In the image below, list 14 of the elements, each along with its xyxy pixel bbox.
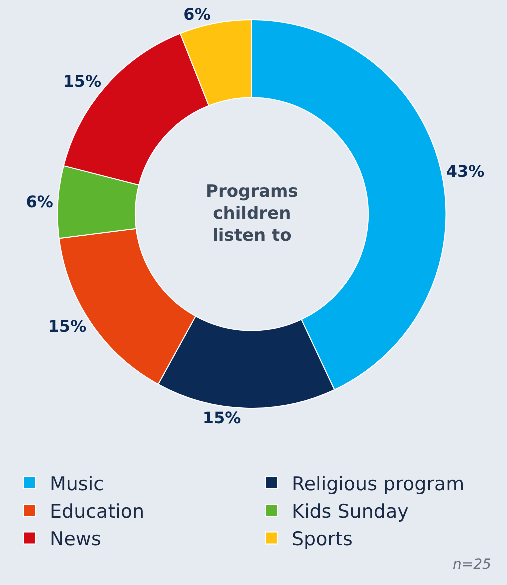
legend-label: Religious program xyxy=(292,473,465,496)
data-label: 15% xyxy=(63,72,102,92)
data-label: 15% xyxy=(48,316,87,336)
data-label: 6% xyxy=(26,192,54,212)
legend-label: Education xyxy=(50,500,145,523)
legend-label: Music xyxy=(50,473,104,496)
data-label: 15% xyxy=(202,408,242,428)
legend-label: Kids Sunday xyxy=(292,500,409,523)
data-label: 43% xyxy=(446,162,485,181)
data-label: 6% xyxy=(184,4,211,24)
text: n=25 xyxy=(453,557,492,573)
legend-label: Sports xyxy=(292,528,353,551)
legend-label: News xyxy=(50,528,102,551)
text: Programs children listen to xyxy=(206,182,298,246)
